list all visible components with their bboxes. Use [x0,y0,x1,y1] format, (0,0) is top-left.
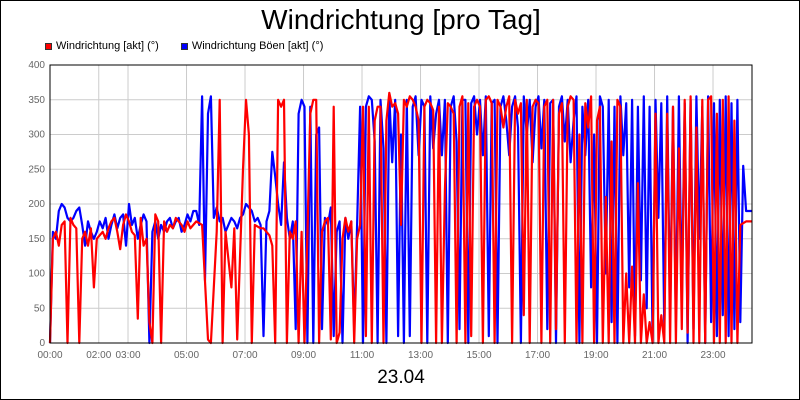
legend-item-blue: Windrichtung Böen [akt] (°) [180,40,324,52]
y-tick-label: 0 [39,338,45,349]
x-tick-label: 03:00 [115,350,140,361]
x-tick-label: 19:00 [583,350,608,361]
x-tick-label: 00:00 [37,350,62,361]
x-tick-label: 02:00 [86,350,111,361]
x-tick-label: 15:00 [466,350,491,361]
legend-label-red: Windrichtung [akt] (°) [56,40,159,52]
series-layer [48,91,752,345]
x-tick-label: 05:00 [174,350,199,361]
legend-swatch-blue [180,42,188,50]
legend-item-red: Windrichtung [akt] (°) [45,40,159,52]
y-tick-label: 300 [28,130,45,141]
y-tick-label: 200 [28,199,45,210]
x-tick-label: 13:00 [408,350,433,361]
legend-swatch-red [45,42,52,50]
date-label: 23.04 [377,367,425,388]
legend-label-blue: Windrichtung Böen [akt] (°) [191,40,324,52]
y-tick-label: 350 [28,95,45,106]
y-tick-label: 150 [28,234,45,245]
x-tick-label: 07:00 [232,350,257,361]
tick-labels: 0 50 100 150 200 250 300 350 400 00:00 02:00 03:00 0… [28,60,726,361]
chart-title: Windrichtung [pro Tag] [261,4,541,35]
x-tick-label: 11:00 [350,350,375,361]
x-tick-label: 09:00 [291,350,316,361]
y-tick-label: 400 [28,60,45,71]
plot-frame [49,64,753,344]
x-tick-label: 17:00 [525,350,550,361]
y-tick-label: 100 [28,269,45,280]
x-tick-label: 23:00 [700,350,725,361]
series-line-red [48,91,752,345]
y-tick-label: 50 [34,303,46,314]
series-line-blue [48,95,752,345]
y-tick-label: 250 [28,164,45,175]
legend: Windrichtung [akt] (°) Windrichtung Böen… [45,38,345,54]
x-tick-label: 21:00 [642,350,667,361]
